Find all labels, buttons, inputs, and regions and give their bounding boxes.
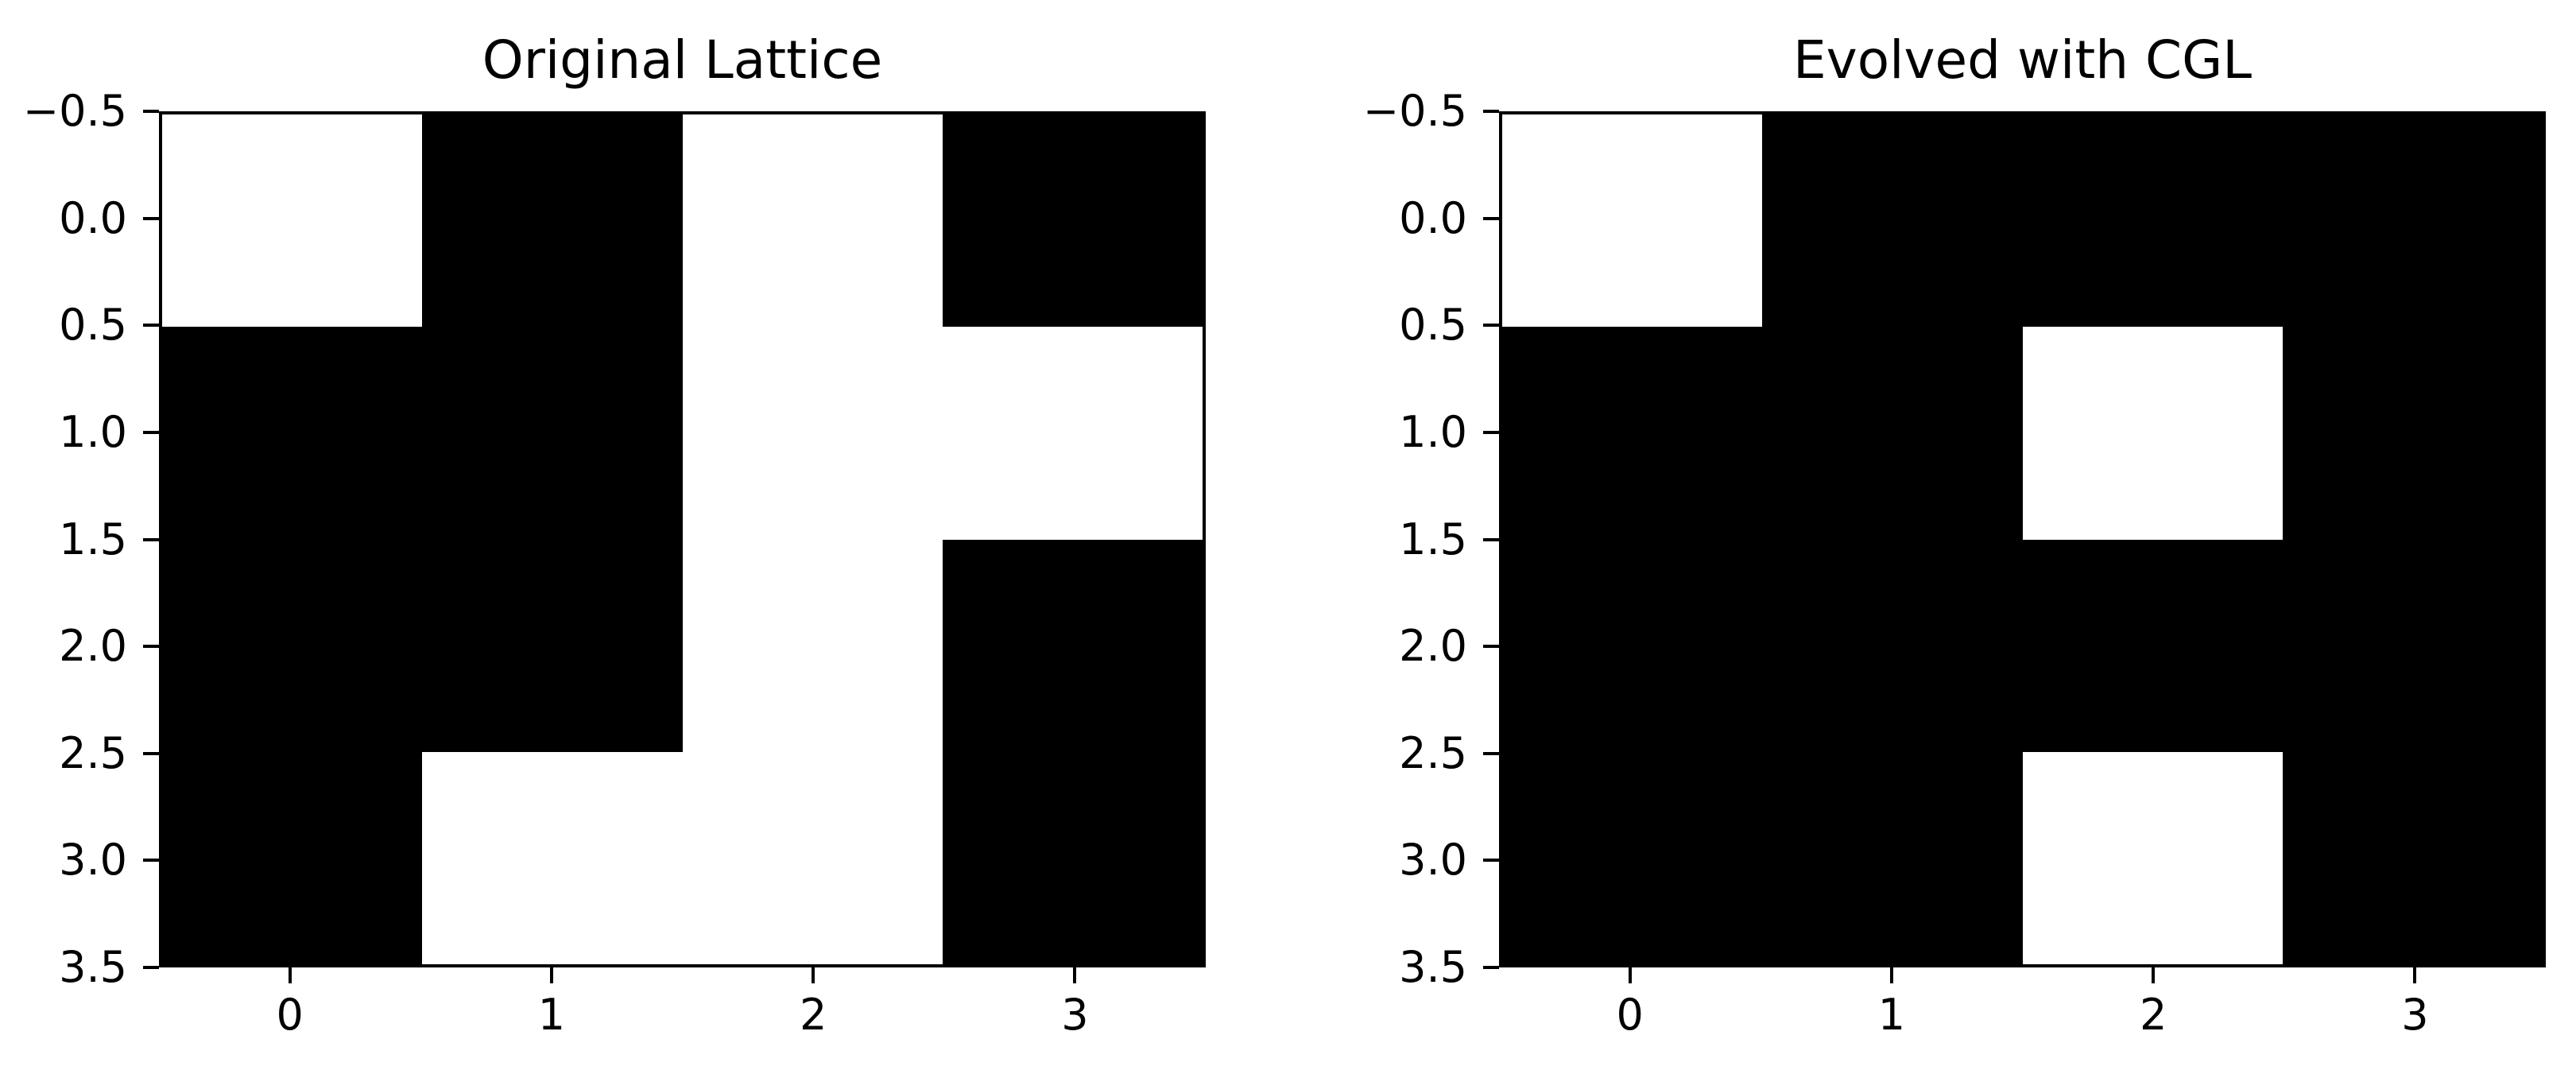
y-tick-label: 2.0 bbox=[59, 621, 127, 672]
x-tick-mark bbox=[549, 967, 553, 983]
y-tick-mark bbox=[1483, 110, 1499, 113]
y-tick-label: 1.5 bbox=[1399, 514, 1467, 564]
y-tick-mark bbox=[143, 324, 159, 328]
y-tick-label: 0.0 bbox=[1399, 192, 1467, 243]
heatmap-cell-r3-c0 bbox=[1502, 751, 1763, 964]
y-tick-label: −0.5 bbox=[22, 86, 127, 136]
heatmap-cell-r3-c0 bbox=[162, 751, 423, 964]
y-tick-label: 3.5 bbox=[1399, 942, 1467, 992]
x-tick-label: 2 bbox=[799, 990, 827, 1040]
y-tick-label: 1.0 bbox=[1399, 406, 1467, 457]
heatmap-cell-r3-c1 bbox=[422, 751, 683, 964]
y-tick-mark bbox=[143, 966, 159, 969]
heatmap-cell-r1-c3 bbox=[2282, 327, 2543, 540]
subplot-title-evolved-cgl: Evolved with CGL bbox=[1792, 29, 2253, 91]
heatmap-cell-r1-c0 bbox=[162, 327, 423, 540]
y-tick-mark bbox=[143, 537, 159, 541]
x-tick-mark bbox=[2413, 967, 2417, 983]
x-tick-mark bbox=[2152, 967, 2156, 983]
x-tick-label: 3 bbox=[2401, 990, 2429, 1040]
y-tick-label: 2.5 bbox=[1399, 727, 1467, 778]
y-tick-mark bbox=[1483, 537, 1499, 541]
y-tick-mark bbox=[1483, 751, 1499, 755]
y-tick-mark bbox=[1483, 645, 1499, 649]
y-tick-mark bbox=[143, 430, 159, 434]
x-tick-label: 1 bbox=[1877, 990, 1906, 1040]
axes-original-lattice bbox=[159, 111, 1206, 967]
heatmap-cell-r2-c3 bbox=[2282, 539, 2543, 752]
heatmap-cell-r1-c1 bbox=[422, 327, 683, 540]
heatmap-cell-r2-c2 bbox=[2022, 539, 2283, 752]
heatmap-cell-r0-c2 bbox=[2022, 114, 2283, 328]
heatmap-cell-r0-c3 bbox=[2282, 114, 2543, 328]
heatmap-cell-r0-c3 bbox=[942, 114, 1203, 328]
heatmap-cell-r3-c3 bbox=[942, 751, 1203, 964]
y-tick-label: 0.0 bbox=[59, 192, 127, 243]
heatmap-cell-r2-c1 bbox=[1762, 539, 2023, 752]
x-tick-label: 3 bbox=[1061, 990, 1089, 1040]
heatmap-cell-r0-c2 bbox=[682, 114, 943, 328]
y-tick-mark bbox=[143, 645, 159, 649]
y-tick-mark bbox=[1483, 216, 1499, 220]
axes-evolved-cgl bbox=[1499, 111, 2546, 967]
x-tick-mark bbox=[1889, 967, 1893, 983]
y-tick-mark bbox=[1483, 966, 1499, 969]
heatmap-cell-r2-c0 bbox=[1502, 539, 1763, 752]
heatmap-grid-evolved bbox=[1502, 114, 2543, 964]
y-tick-label: 1.0 bbox=[59, 406, 127, 457]
y-tick-mark bbox=[143, 751, 159, 755]
y-tick-label: 3.0 bbox=[59, 835, 127, 886]
x-tick-label: 1 bbox=[537, 990, 566, 1040]
heatmap-cell-r1-c2 bbox=[2022, 327, 2283, 540]
heatmap-cell-r0-c1 bbox=[422, 114, 683, 328]
y-tick-mark bbox=[1483, 859, 1499, 863]
heatmap-cell-r3-c2 bbox=[682, 751, 943, 964]
x-tick-mark bbox=[288, 967, 292, 983]
heatmap-cell-r2-c2 bbox=[682, 539, 943, 752]
heatmap-cell-r2-c1 bbox=[422, 539, 683, 752]
heatmap-cell-r2-c0 bbox=[162, 539, 423, 752]
y-tick-label: 2.0 bbox=[1399, 621, 1467, 672]
x-tick-mark bbox=[1628, 967, 1632, 983]
heatmap-cell-r0-c1 bbox=[1762, 114, 2023, 328]
x-tick-mark bbox=[812, 967, 815, 983]
heatmap-cell-r1-c0 bbox=[1502, 327, 1763, 540]
heatmap-cell-r0-c0 bbox=[162, 114, 423, 328]
y-tick-label: 0.5 bbox=[59, 300, 127, 351]
heatmap-cell-r3-c3 bbox=[2282, 751, 2543, 964]
y-tick-mark bbox=[1483, 430, 1499, 434]
heatmap-cell-r1-c1 bbox=[1762, 327, 2023, 540]
subplot-title-original-lattice: Original Lattice bbox=[482, 29, 883, 91]
x-tick-label: 0 bbox=[276, 990, 304, 1040]
heatmap-cell-r1-c3 bbox=[942, 327, 1203, 540]
x-tick-label: 2 bbox=[2139, 990, 2167, 1040]
y-tick-label: 3.0 bbox=[1399, 835, 1467, 886]
x-tick-label: 0 bbox=[1616, 990, 1644, 1040]
heatmap-cell-r0-c0 bbox=[1502, 114, 1763, 328]
heatmap-cell-r2-c3 bbox=[942, 539, 1203, 752]
y-tick-label: 0.5 bbox=[1399, 300, 1467, 351]
y-tick-mark bbox=[1483, 324, 1499, 328]
y-tick-label: 3.5 bbox=[59, 942, 127, 992]
y-tick-mark bbox=[143, 110, 159, 113]
heatmap-cell-r1-c2 bbox=[682, 327, 943, 540]
x-tick-mark bbox=[1073, 967, 1077, 983]
y-tick-mark bbox=[143, 216, 159, 220]
heatmap-cell-r3-c1 bbox=[1762, 751, 2023, 964]
y-tick-label: 2.5 bbox=[59, 727, 127, 778]
heatmap-grid-original bbox=[162, 114, 1203, 964]
y-tick-label: 1.5 bbox=[59, 514, 127, 564]
y-tick-label: −0.5 bbox=[1362, 86, 1467, 136]
heatmap-cell-r3-c2 bbox=[2022, 751, 2283, 964]
y-tick-mark bbox=[143, 859, 159, 863]
